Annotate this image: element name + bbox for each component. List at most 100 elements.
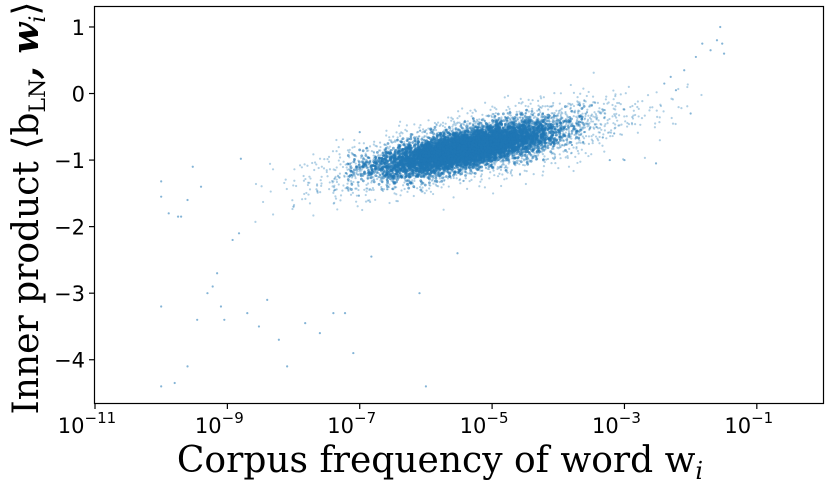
data-point [632, 109, 635, 112]
data-point [538, 105, 542, 109]
data-point [421, 190, 424, 193]
data-point [671, 122, 675, 125]
data-point [359, 156, 363, 159]
data-point [384, 144, 388, 147]
data-point [464, 171, 467, 174]
data-point [385, 129, 388, 132]
data-point [366, 187, 369, 190]
data-point [569, 83, 572, 87]
data-point [471, 171, 474, 175]
data-point [539, 111, 542, 114]
data-point [469, 109, 472, 112]
data-point [522, 158, 525, 161]
data-point [541, 143, 544, 146]
data-point [334, 197, 338, 200]
data-point [292, 203, 296, 207]
data-point [580, 148, 583, 151]
data-point [623, 108, 626, 111]
data-point [506, 171, 509, 174]
data-point [333, 184, 336, 187]
data-point [406, 190, 409, 193]
data-point [557, 109, 561, 113]
data-point [508, 161, 511, 164]
data-point [598, 135, 601, 139]
data-point [327, 155, 331, 158]
data-point [508, 117, 511, 120]
data-point [480, 178, 483, 181]
data-point [507, 105, 510, 108]
data-point [372, 176, 375, 179]
data-point [521, 116, 524, 119]
data-point [531, 99, 534, 102]
data-point [613, 127, 616, 130]
data-point [509, 119, 513, 122]
data-point [548, 120, 551, 123]
data-point [462, 122, 465, 125]
data-point [474, 120, 478, 124]
data-point [372, 151, 376, 154]
data-point [612, 98, 615, 101]
data-point [379, 176, 383, 180]
data-point [567, 129, 570, 132]
data-point [355, 194, 359, 197]
data-point [588, 122, 591, 125]
data-point [355, 172, 358, 176]
data-point [254, 182, 258, 186]
data-point [365, 187, 368, 190]
data-point [346, 182, 349, 185]
data-point [487, 114, 490, 118]
data-point [559, 114, 562, 118]
data-point [626, 121, 629, 125]
data-point [568, 131, 571, 134]
data-point [614, 93, 617, 96]
data-point [577, 112, 580, 115]
data-point [617, 101, 621, 105]
data-point [565, 128, 568, 131]
data-point [593, 116, 597, 119]
data-point [608, 117, 611, 121]
data-point [623, 108, 626, 111]
data-point [478, 118, 481, 121]
data-point [420, 183, 423, 186]
data-point [431, 128, 435, 132]
data-point [478, 185, 481, 188]
data-point [395, 186, 398, 189]
data-point [438, 177, 442, 180]
data-point [330, 179, 334, 183]
data-point [557, 166, 560, 170]
data-point [566, 154, 569, 158]
data-point [576, 100, 579, 103]
data-point [547, 143, 550, 146]
data-point [595, 126, 598, 129]
data-point [332, 180, 335, 183]
data-point [546, 133, 550, 136]
data-point [586, 120, 589, 123]
data-point [450, 116, 453, 119]
data-point [356, 181, 359, 184]
data-point [504, 166, 507, 169]
data-point [558, 153, 561, 156]
data-point [355, 171, 358, 174]
data-point [500, 163, 504, 167]
data-point [491, 112, 494, 116]
data-point [345, 172, 348, 175]
data-point [490, 116, 494, 119]
data-point [582, 124, 585, 127]
data-point [616, 101, 619, 105]
data-point [595, 125, 598, 129]
data-point [411, 141, 415, 144]
data-point [358, 142, 361, 145]
data-point [617, 124, 620, 127]
data-point [559, 145, 562, 149]
data-point [654, 122, 657, 125]
data-point [504, 164, 508, 167]
data-point [589, 103, 592, 107]
data-point [435, 184, 438, 187]
data-point [566, 115, 569, 118]
data-point [306, 164, 309, 167]
data-point [338, 156, 342, 159]
data-point [587, 114, 590, 117]
data-point [303, 192, 306, 196]
data-point [352, 180, 355, 184]
data-point [609, 135, 612, 138]
